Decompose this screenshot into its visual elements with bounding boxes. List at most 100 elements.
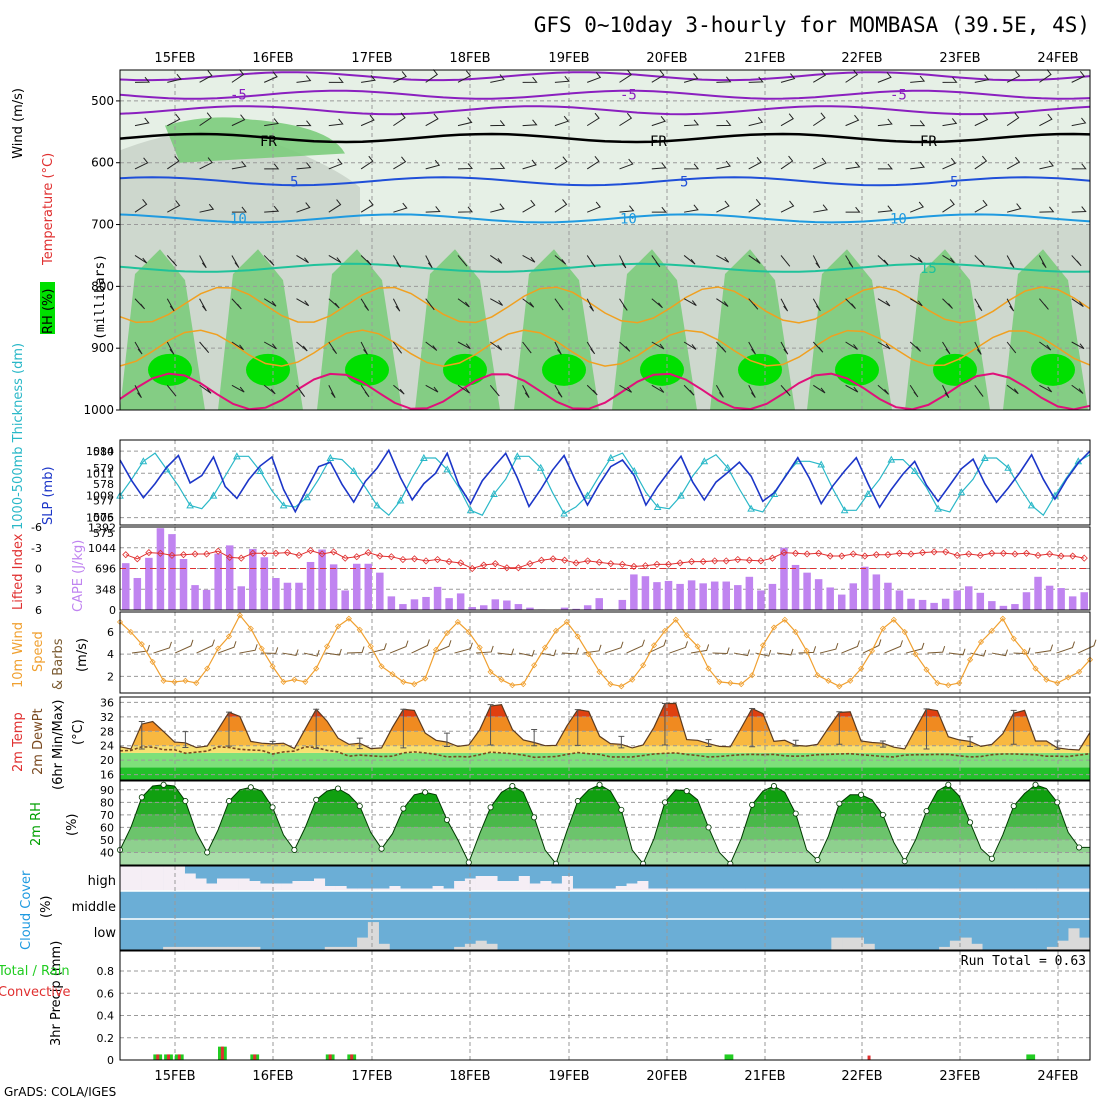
wind-barb [942,199,955,213]
wind-speed-point [781,616,788,623]
wind-barb [619,69,632,83]
thickness-point [303,493,311,501]
wind10m-panel: 2 4 6 [107,611,1097,694]
wind-speed-point [487,668,494,675]
wind-barb-10m [346,646,365,654]
thickness-frame [119,439,1091,526]
wind-barb [231,114,246,127]
thickness-tick-label: 579 [93,462,114,475]
wind-barb [392,341,403,354]
li-point [688,558,696,566]
cloud-high-bar [238,878,250,891]
cloud-high-bar [993,888,1005,891]
wind-speed-point [803,647,810,654]
cloud-high-bar [249,881,261,891]
cape-bar [895,590,904,610]
wind-barb [942,118,958,127]
dewpoint-line [119,745,1091,759]
precip-total-bar [1026,1054,1036,1060]
cape-bar [953,590,961,610]
wind-barb [910,161,926,170]
isotherm-label: -5 [890,88,907,104]
li-point [872,551,880,559]
li-point [503,564,511,572]
li-point [445,558,453,566]
wind-barb [877,72,892,83]
wind-barb [457,70,472,83]
temp-minmax-bar [705,739,712,747]
li-point [526,560,534,568]
rh-point [792,810,799,817]
thickness-point [349,467,358,475]
wind-barb [199,70,213,83]
cloud-high-bar [464,878,476,891]
rh-tick-label: 70 [100,809,114,822]
cloud-high-bar [378,888,390,891]
li-point [745,556,753,564]
wind-barb [360,255,372,266]
rh-point [836,800,843,807]
temp-tick-label: 20 [100,754,114,767]
rh-dark-blob [148,353,192,386]
wind-barb [877,118,893,127]
rh-point [1010,803,1017,810]
wind-barb-10m [239,644,258,654]
wind-barb [942,341,951,355]
wind-speed-point [759,642,767,649]
date-label-bottom: 24FEB [1037,1069,1078,1084]
cape-bar [514,604,523,610]
cloud-high-bar [454,881,466,891]
wind-barb [877,255,889,266]
wind-barb [296,255,309,264]
wind-barb [619,158,634,170]
wind-barb-10m [1077,639,1097,654]
wind-speed-point [498,676,505,683]
wind-barb [909,298,923,307]
wind-speed-point [1043,676,1050,683]
cloud-high-bar [432,886,444,891]
temp-tick-label: 24 [100,740,114,753]
wind-barb [263,255,275,266]
temp-minmax-bar [313,708,320,750]
wind-barb-10m [1013,647,1031,655]
wind-barb [748,385,756,398]
wind-barb [845,384,859,393]
wind-barb [1071,163,1087,170]
wind-barb [684,204,699,213]
wind-barb [231,255,240,268]
wind-speed-point [901,628,908,636]
cape-bar [122,563,130,610]
wind-barb [877,298,891,307]
li-point [999,549,1007,557]
cloud-high-bar [874,888,886,891]
wind-barb [425,113,439,127]
wind-barb-10m [669,641,688,654]
thickness-point [513,452,522,460]
cloud-high-bar [928,888,940,891]
cape-bar [941,598,950,610]
li-point [884,551,892,559]
wind-barb [780,298,789,312]
li-point [768,554,777,562]
rh-point [967,819,974,826]
wind-barb [166,255,177,267]
rh-point [247,784,254,791]
wind-barb [909,255,923,263]
isotherm-label: 5 [680,174,688,190]
wind-speed-point [378,663,385,670]
cape-bar [1057,588,1065,610]
cloud-high-bar [324,886,336,891]
wind-barb-10m [411,639,430,654]
wind-barb [1071,384,1084,394]
wind-barb-10m [153,641,172,654]
wind-barb [1039,341,1052,351]
wind-barb [748,157,762,170]
wind-barb-10m [475,645,494,654]
wind-barb [134,298,146,310]
cloud-high-bar [723,888,735,891]
wind-barb-10m [196,639,215,654]
cape-bar [341,590,349,610]
cloud-low-bar [367,922,379,950]
wind-barb [909,384,919,398]
